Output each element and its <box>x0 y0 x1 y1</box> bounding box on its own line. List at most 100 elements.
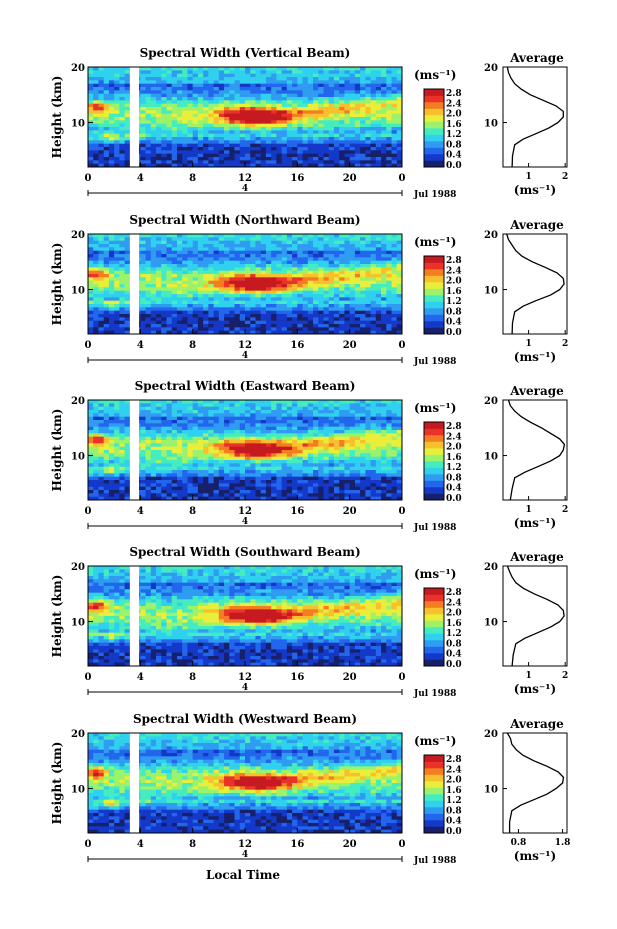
heatmap-cell <box>224 297 230 302</box>
heatmap-cell <box>265 426 272 431</box>
heatmap-cell <box>250 476 256 481</box>
heatmap-cell <box>119 113 126 118</box>
heatmap-cell <box>381 297 387 302</box>
heatmap-cell <box>349 93 356 98</box>
heatmap-cell <box>271 290 277 295</box>
heatmap-cell <box>396 254 403 258</box>
heatmap-cell <box>156 486 162 491</box>
heatmap-cell <box>239 297 246 302</box>
heatmap-cell <box>203 400 209 404</box>
heatmap-cell <box>197 463 204 468</box>
heatmap-cell <box>98 120 105 125</box>
heatmap-cell <box>124 314 131 318</box>
heatmap-cell <box>386 234 392 238</box>
heatmap-cell <box>271 430 277 434</box>
heatmap-cell <box>271 113 277 118</box>
heatmap-cell <box>98 466 105 471</box>
heatmap-cell <box>245 264 251 268</box>
heatmap-cell <box>386 330 392 335</box>
heatmap-cell <box>88 160 94 165</box>
heatmap-cell <box>156 476 162 481</box>
heatmap-cell <box>360 133 366 138</box>
heatmap-cell <box>323 80 330 85</box>
heatmap-cell <box>396 257 403 262</box>
heatmap-cell <box>114 123 120 128</box>
heatmap-cell <box>108 143 115 148</box>
heatmap-cell <box>187 297 194 302</box>
heatmap-cell <box>360 137 366 141</box>
heatmap-cell <box>150 260 157 265</box>
heatmap-cell <box>271 406 277 411</box>
heatmap-cell <box>323 120 330 125</box>
heatmap-cell <box>98 133 105 138</box>
heatmap-cell <box>250 267 256 272</box>
heatmap-cell <box>103 140 110 145</box>
heatmap-cell <box>103 433 110 438</box>
heatmap-cell <box>156 270 162 275</box>
heatmap-cell <box>265 73 272 78</box>
heatmap-cell <box>375 93 382 98</box>
heatmap-cell <box>292 247 298 252</box>
heatmap-cell <box>271 446 277 451</box>
heatmap-cell <box>229 310 235 315</box>
heatmap-cell <box>265 107 272 111</box>
heatmap-cell <box>124 254 131 258</box>
heatmap-cell <box>187 87 194 91</box>
heatmap-cell <box>150 67 157 71</box>
heatmap-cell <box>218 87 225 91</box>
heatmap-cell <box>292 410 298 414</box>
heatmap-cell <box>365 90 371 95</box>
heatmap-cell <box>114 327 120 332</box>
heatmap-cell <box>192 160 199 165</box>
heatmap-cell <box>302 473 309 478</box>
heatmap-cell <box>339 290 345 295</box>
heatmap-cell <box>176 473 183 478</box>
heatmap-cell <box>187 320 194 325</box>
heatmap-cell <box>239 413 246 418</box>
heatmap-cell <box>360 244 366 248</box>
heatmap-cell <box>224 473 230 478</box>
heatmap-cell <box>260 107 267 111</box>
heatmap-cell <box>265 237 272 242</box>
heatmap-cell <box>250 410 256 414</box>
heatmap-cell <box>187 117 194 121</box>
heatmap-cell <box>297 274 303 278</box>
heatmap-cell <box>265 157 272 161</box>
heatmap-cell <box>344 280 351 285</box>
heatmap-cell <box>297 130 303 135</box>
heatmap-cell <box>197 160 204 165</box>
heatmap-cell <box>171 153 178 158</box>
heatmap-cell <box>197 97 204 101</box>
heatmap-cell <box>375 324 382 328</box>
heatmap-cell <box>307 73 314 78</box>
heatmap-cell <box>140 496 146 501</box>
heatmap-cell <box>119 420 126 424</box>
heatmap-cell <box>271 133 277 138</box>
heatmap-cell <box>150 433 157 438</box>
heatmap-cell <box>318 70 324 75</box>
heatmap-cell <box>313 110 319 115</box>
heatmap-cell <box>245 410 251 414</box>
heatmap-cell <box>187 130 194 135</box>
heatmap-cell <box>93 410 99 414</box>
heatmap-cell <box>218 70 225 75</box>
heatmap-cell <box>276 247 283 252</box>
heatmap-cell <box>234 150 241 155</box>
heatmap-cell <box>391 250 398 255</box>
heatmap-cell <box>365 83 371 88</box>
heatmap-cell <box>239 110 246 115</box>
heatmap-cell <box>119 107 126 111</box>
heatmap-cell <box>276 237 283 242</box>
heatmap-cell <box>124 77 131 81</box>
heatmap-cell <box>140 483 146 488</box>
heatmap-cell <box>213 400 220 404</box>
heatmap-cell <box>386 304 392 308</box>
heatmap-cell <box>156 80 162 85</box>
heatmap-cell <box>208 476 214 481</box>
heatmap-cell <box>166 473 173 478</box>
heatmap-cell <box>98 157 105 161</box>
heatmap-cell <box>245 400 251 404</box>
heatmap-cell <box>218 77 225 81</box>
heatmap-cell <box>265 150 272 155</box>
heatmap-cell <box>182 264 188 268</box>
